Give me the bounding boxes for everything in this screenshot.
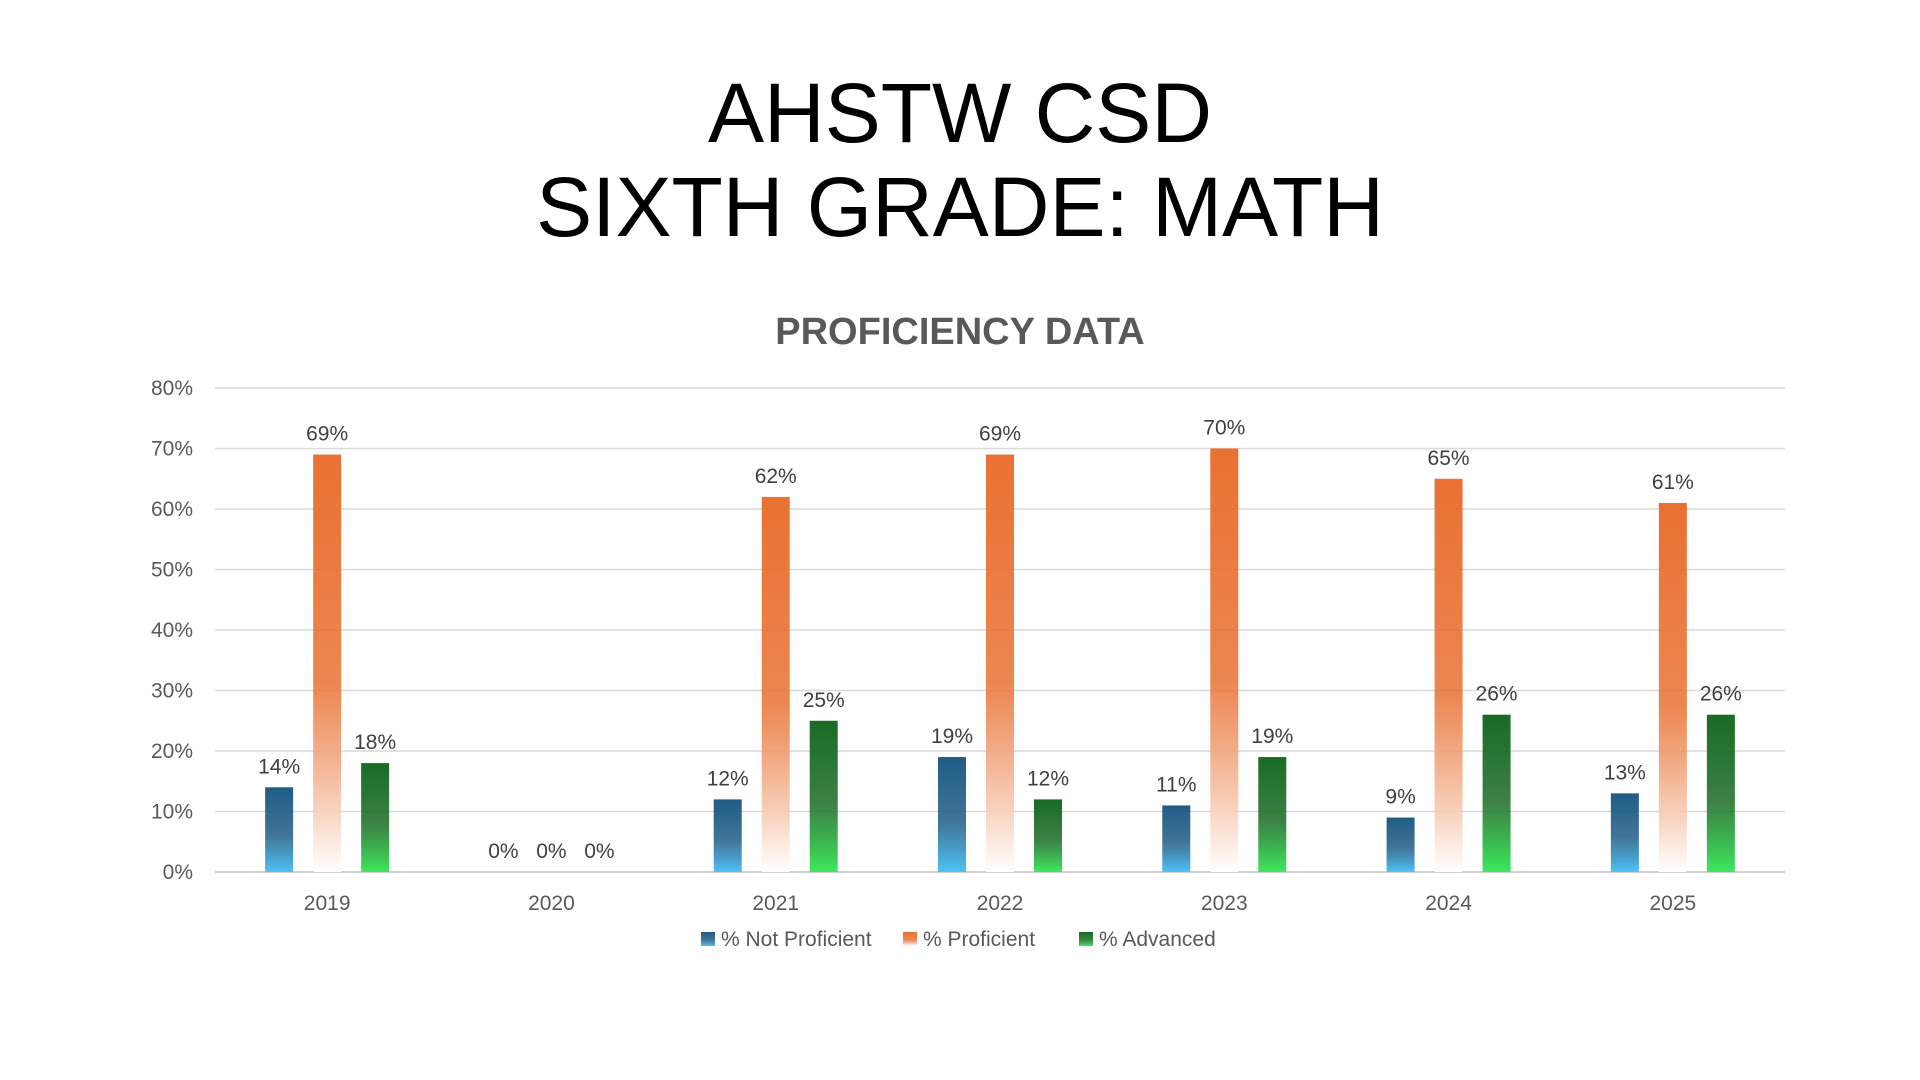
y-tick-label: 70% xyxy=(151,438,193,461)
legend-swatch xyxy=(1079,932,1093,946)
y-tick-label: 40% xyxy=(151,619,193,642)
legend-item: % Proficient xyxy=(903,928,1035,951)
chart-axes: 0% 10% 20% 30% 40% 50% 60% 70% 80% 2019 2020 2021 20… xyxy=(151,377,1696,915)
chart-legend: % Not Proficient % Proficient % Advanced xyxy=(701,928,1216,951)
data-label: 12% xyxy=(1027,767,1069,790)
data-label: 0% xyxy=(584,840,614,863)
bar-advanced-2021 xyxy=(809,720,838,872)
x-tick-label: 2022 xyxy=(977,892,1024,915)
legend-label: % Not Proficient xyxy=(721,928,872,951)
bar-advanced-2023 xyxy=(1258,757,1287,872)
legend-item: % Not Proficient xyxy=(701,928,872,951)
data-label: 19% xyxy=(931,725,973,748)
bar-proficient-2022 xyxy=(986,454,1014,872)
slide-title-line-2: SIXTH GRADE: MATH xyxy=(536,160,1384,254)
data-label: 13% xyxy=(1604,761,1646,784)
bar-not-proficient-2023 xyxy=(1162,805,1191,872)
legend-swatch xyxy=(701,932,715,946)
data-label: 69% xyxy=(306,423,348,446)
slide-title-line-1: AHSTW CSD xyxy=(708,66,1212,160)
legend-label: % Proficient xyxy=(923,928,1035,951)
data-label: 26% xyxy=(1700,683,1742,706)
data-label: 69% xyxy=(979,423,1021,446)
data-label: 19% xyxy=(1251,725,1293,748)
x-tick-label: 2023 xyxy=(1201,892,1248,915)
bar-advanced-2022 xyxy=(1034,799,1062,872)
data-label: 70% xyxy=(1203,417,1245,440)
bar-proficient-2023 xyxy=(1210,448,1239,872)
x-tick-label: 2019 xyxy=(304,892,351,915)
legend-item: % Advanced xyxy=(1079,928,1216,951)
data-label: 18% xyxy=(354,731,396,754)
bar-advanced-2019 xyxy=(361,763,390,872)
x-tick-label: 2024 xyxy=(1425,892,1472,915)
bar-not-proficient-2025 xyxy=(1610,793,1639,872)
x-tick-label: 2021 xyxy=(752,892,799,915)
chart-bars xyxy=(265,448,1735,872)
bar-not-proficient-2021 xyxy=(713,799,742,872)
y-tick-label: 10% xyxy=(151,801,193,824)
data-label: 0% xyxy=(488,840,518,863)
y-tick-label: 60% xyxy=(151,498,193,521)
bar-proficient-2025 xyxy=(1658,502,1687,872)
bar-proficient-2024 xyxy=(1434,478,1463,872)
data-label: 25% xyxy=(803,689,845,712)
data-label: 9% xyxy=(1385,786,1415,809)
bar-proficient-2019 xyxy=(313,454,342,872)
data-label: 65% xyxy=(1428,447,1470,470)
chart-data-labels: 14% 69% 18% 0% 0% 0% 12% 62% 25% 19% 69% 12% 11% 70% 1… xyxy=(258,417,1742,864)
legend-label: % Advanced xyxy=(1099,928,1216,951)
data-label: 61% xyxy=(1652,471,1694,494)
bar-not-proficient-2022 xyxy=(938,757,966,872)
bar-advanced-2025 xyxy=(1706,714,1735,872)
y-tick-label: 0% xyxy=(163,861,193,884)
data-label: 11% xyxy=(1156,773,1196,796)
bar-advanced-2024 xyxy=(1482,714,1511,872)
bar-proficient-2021 xyxy=(761,496,790,872)
chart-title: PROFICIENCY DATA xyxy=(775,311,1144,353)
data-label: 14% xyxy=(258,755,300,778)
y-tick-label: 80% xyxy=(151,377,193,400)
slide-title: AHSTW CSD SIXTH GRADE: MATH xyxy=(0,66,1920,254)
data-label: 0% xyxy=(536,840,566,863)
y-tick-label: 50% xyxy=(151,559,193,582)
legend-swatch xyxy=(903,932,917,946)
x-tick-label: 2020 xyxy=(528,892,575,915)
bar-not-proficient-2024 xyxy=(1386,817,1415,872)
bar-not-proficient-2019 xyxy=(265,787,294,872)
data-label: 12% xyxy=(707,767,749,790)
data-label: 62% xyxy=(755,465,797,488)
x-tick-label: 2025 xyxy=(1649,892,1696,915)
y-tick-label: 20% xyxy=(151,740,193,763)
y-tick-label: 30% xyxy=(151,680,193,703)
data-label: 26% xyxy=(1476,683,1518,706)
